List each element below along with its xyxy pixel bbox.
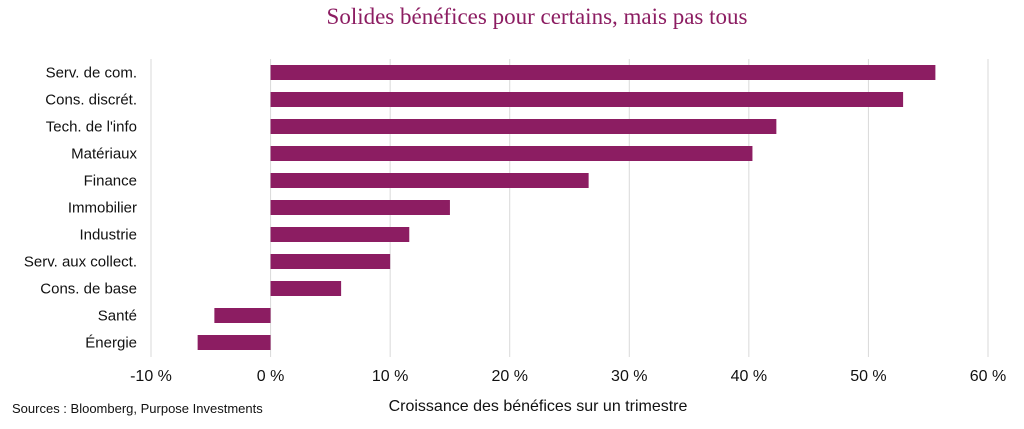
bar xyxy=(270,119,777,134)
bar xyxy=(270,200,450,215)
category-label: Cons. discrét. xyxy=(45,92,137,109)
bar xyxy=(197,335,271,350)
bar xyxy=(270,146,753,161)
category-label: Industrie xyxy=(79,227,137,244)
x-tick-label: 20 % xyxy=(491,368,527,385)
category-label: Cons. de base xyxy=(40,281,137,298)
bar xyxy=(270,173,589,188)
x-tick-labels: -10 % 0 % 10 % 20 % 30 % 40 % 50 % 60 % xyxy=(130,368,1006,385)
bar xyxy=(270,92,904,107)
source-note: Sources : Bloomberg, Purpose Investments xyxy=(12,401,263,416)
bar xyxy=(270,254,391,269)
x-tick-label: -10 % xyxy=(130,368,172,385)
x-tick-label: 0 % xyxy=(257,368,285,385)
bars xyxy=(197,65,936,350)
x-tick-label: 50 % xyxy=(850,368,886,385)
bar xyxy=(270,281,342,296)
category-label: Serv. aux collect. xyxy=(24,254,137,271)
x-tick-label: 40 % xyxy=(731,368,767,385)
x-tick-label: 30 % xyxy=(611,368,647,385)
category-label: Immobilier xyxy=(68,200,137,217)
category-label: Énergie xyxy=(85,335,137,352)
bar xyxy=(270,227,410,242)
x-tick-label: 10 % xyxy=(372,368,408,385)
category-label: Santé xyxy=(98,308,137,325)
chart-title: Solides bénéfices pour certains, mais pa… xyxy=(327,4,748,29)
category-label: Serv. de com. xyxy=(46,65,137,82)
category-label: Finance xyxy=(84,173,137,190)
category-labels: Serv. de com. Cons. discrét. Tech. de l'in… xyxy=(24,65,138,352)
x-tick-label: 60 % xyxy=(970,368,1006,385)
x-axis-label: Croissance des bénéfices sur un trimestr… xyxy=(389,398,688,415)
category-label: Matériaux xyxy=(71,146,137,163)
bar xyxy=(270,65,936,80)
bar xyxy=(214,308,271,323)
category-label: Tech. de l'info xyxy=(46,119,137,136)
